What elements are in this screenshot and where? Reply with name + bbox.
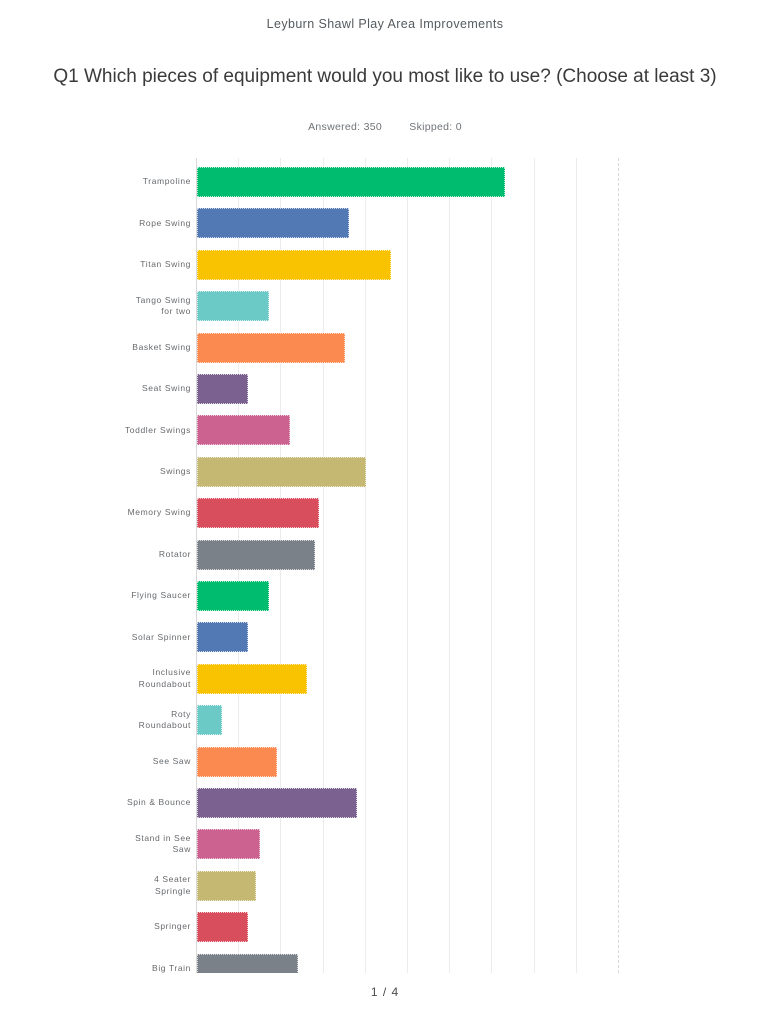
- bar: [197, 622, 248, 653]
- bar-row: Memory Swing: [0, 498, 770, 529]
- bar: [197, 456, 366, 487]
- category-label: Rotator: [158, 548, 191, 559]
- bar: [197, 953, 298, 973]
- category-label: Springer: [154, 921, 191, 932]
- category-label: Seat Swing: [142, 383, 191, 394]
- category-label: 4 Seater Springle: [154, 874, 191, 896]
- bar-row: Springer: [0, 912, 770, 943]
- x-gridline: [533, 158, 535, 973]
- bar: [197, 498, 319, 529]
- bar-row: Tango Swing for two: [0, 291, 770, 322]
- category-label: Roty Roundabout: [138, 708, 191, 731]
- category-label: Inclusive Roundabout: [138, 667, 191, 689]
- bar: [197, 332, 345, 363]
- x-gridline: [449, 158, 451, 973]
- bar: [197, 539, 315, 570]
- bar-row: Seat Swing: [0, 374, 770, 404]
- bar: [197, 746, 277, 777]
- bar: [197, 581, 269, 611]
- bar-row: Solar Spinner: [0, 622, 770, 653]
- category-label: Flying Saucer: [131, 590, 191, 601]
- bar-row: Titan Swing: [0, 249, 770, 280]
- category-label: Basket Swing: [132, 341, 191, 352]
- bar: [197, 415, 290, 446]
- category-label: Stand in See Saw: [135, 832, 191, 855]
- bar: [197, 829, 260, 860]
- category-label: Titan Swing: [140, 259, 191, 270]
- bar: [197, 167, 505, 197]
- y-axis-line: [196, 158, 197, 973]
- bar-row: Rope Swing: [0, 208, 770, 239]
- bar-row: Basket Swing: [0, 332, 770, 363]
- chart-plot: Trampoline Rope Swing Titan Swing Tango Swi…: [0, 158, 770, 973]
- bar-row: Toddler Swings: [0, 415, 770, 446]
- bar: [197, 249, 391, 280]
- category-label: Solar Spinner: [131, 631, 191, 642]
- x-gridline: [618, 158, 619, 973]
- category-label: Rope Swing: [139, 217, 191, 228]
- page-number: 1 / 4: [370, 985, 400, 999]
- response-stats: Answered: 350 Skipped: 0: [0, 121, 770, 133]
- bar: [197, 788, 357, 818]
- bar-row: Trampoline: [0, 167, 770, 197]
- bar: [197, 912, 248, 943]
- x-gridline: [491, 158, 493, 973]
- bar: [197, 291, 269, 322]
- bar-row: 4 Seater Springle: [0, 870, 770, 901]
- category-label: Memory Swing: [127, 507, 191, 518]
- x-gridline: [364, 158, 366, 973]
- bar: [197, 705, 222, 736]
- bar-row: Big Train: [0, 953, 770, 973]
- x-gridline: [575, 158, 577, 973]
- category-label: Big Train: [152, 962, 191, 973]
- bar-row: Inclusive Roundabout: [0, 663, 770, 694]
- skipped-count: Skipped: 0: [409, 121, 462, 133]
- bar-row: Rotator: [0, 539, 770, 570]
- category-label: Toddler Swings: [124, 424, 191, 435]
- x-gridline: [322, 158, 324, 973]
- bar-row: Swings: [0, 456, 770, 487]
- bar: [197, 374, 248, 404]
- category-label: Swings: [159, 466, 191, 477]
- document-title: Leyburn Shawl Play Area Improvements: [266, 17, 504, 31]
- bar-row: Flying Saucer: [0, 581, 770, 611]
- bar: [197, 208, 349, 239]
- bar-row: See Saw: [0, 746, 770, 777]
- bar-row: Roty Roundabout: [0, 705, 770, 736]
- question-title: Q1 Which pieces of equipment would you m…: [53, 66, 717, 87]
- bar: [197, 663, 307, 694]
- x-gridline: [407, 158, 408, 973]
- bar-row: Stand in See Saw: [0, 829, 770, 860]
- answered-count: Answered: 350: [308, 121, 383, 133]
- bar-row: Spin & Bounce: [0, 788, 770, 818]
- category-label: Spin & Bounce: [126, 797, 191, 808]
- category-label: Trampoline: [142, 176, 191, 187]
- bar: [197, 870, 256, 901]
- category-label: See Saw: [152, 755, 191, 766]
- category-label: Tango Swing for two: [135, 294, 191, 317]
